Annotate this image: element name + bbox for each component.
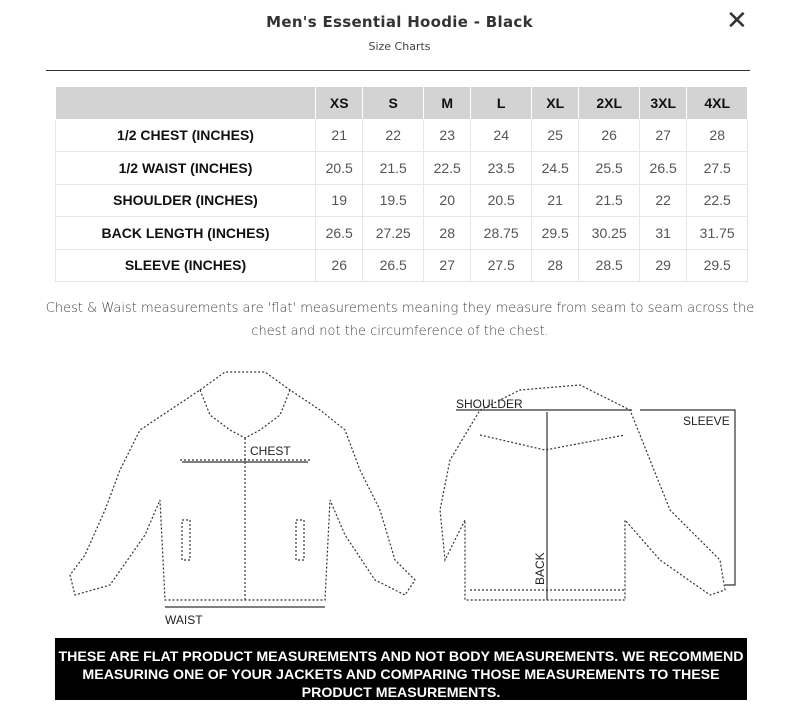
size-header: 4XL <box>686 86 748 120</box>
table-cell: 20.5 <box>314 151 364 185</box>
table-cell: 26.5 <box>362 248 424 282</box>
table-cell: 28 <box>686 118 748 152</box>
row-label: SLEEVE (INCHES) <box>55 248 316 282</box>
row-label: BACK LENGTH (INCHES) <box>55 216 316 250</box>
table-row: SHOULDER (INCHES) 19 19.5 20 20.5 21 21.5 22 22.… <box>55 183 748 217</box>
table-cell: 29.5 <box>686 248 748 282</box>
table-cell: 24.5 <box>530 151 580 185</box>
table-cell: 26.5 <box>638 151 688 185</box>
table-row: SLEEVE (INCHES) 26 26.5 27 27.5 28 28.5 29 29.5 <box>55 248 748 282</box>
size-header: XS <box>314 86 364 120</box>
size-chart-table: XS S M L XL 2XL 3XL 4XL 1/2 CHEST (INCHES) 21 22 2… <box>55 86 748 282</box>
sleeve-label: SLEEVE <box>683 414 730 428</box>
back-label: BACK <box>533 552 547 585</box>
table-cell: 28.75 <box>470 216 532 250</box>
table-cell: 30.25 <box>578 216 640 250</box>
size-header: 2XL <box>578 86 640 120</box>
table-cell: 28.5 <box>578 248 640 282</box>
table-cell: 22.5 <box>422 151 472 185</box>
table-cell: 19.5 <box>362 183 424 217</box>
front-jacket-drawing <box>69 371 416 601</box>
table-cell: 22 <box>362 118 424 152</box>
table-cell: 21.5 <box>578 183 640 217</box>
table-cell: 27 <box>638 118 688 152</box>
table-cell: 26.5 <box>314 216 364 250</box>
table-cell: 29 <box>638 248 688 282</box>
table-cell: 28 <box>530 248 580 282</box>
measurement-note: Chest & Waist measurements are 'flat' me… <box>45 301 755 339</box>
sleeve-arrow <box>640 409 736 586</box>
header-blank <box>55 86 316 120</box>
table-cell: 25 <box>530 118 580 152</box>
size-header: S <box>362 86 424 120</box>
row-label: 1/2 CHEST (INCHES) <box>55 118 316 152</box>
chest-label: CHEST <box>250 444 291 458</box>
table-cell: 27.25 <box>362 216 424 250</box>
size-header: XL <box>530 86 580 120</box>
row-label: 1/2 WAIST (INCHES) <box>55 151 316 185</box>
table-cell: 28 <box>422 216 472 250</box>
table-cell: 22.5 <box>686 183 748 217</box>
table-cell: 27.5 <box>686 151 748 185</box>
size-header: L <box>470 86 532 120</box>
table-cell: 19 <box>314 183 364 217</box>
table-cell: 27 <box>422 248 472 282</box>
table-cell: 27.5 <box>470 248 532 282</box>
table-row: 1/2 CHEST (INCHES) 21 22 23 24 25 26 27 28 <box>55 118 748 152</box>
page-title: Men's Essential Hoodie - Black <box>266 13 533 31</box>
table-cell: 23.5 <box>470 151 532 185</box>
table-cell: 21 <box>314 118 364 152</box>
disclaimer-banner: THESE ARE FLAT PRODUCT MEASUREMENTS AND … <box>55 638 747 701</box>
table-cell: 21.5 <box>362 151 424 185</box>
table-cell: 20 <box>422 183 472 217</box>
table-cell: 22 <box>638 183 688 217</box>
table-cell: 26 <box>314 248 364 282</box>
table-cell: 21 <box>530 183 580 217</box>
close-icon[interactable]: ✕ <box>726 6 748 36</box>
size-header: M <box>422 86 472 120</box>
shoulder-label: SHOULDER <box>456 397 523 411</box>
page-subtitle: Size Charts <box>368 40 431 53</box>
table-cell: 24 <box>470 118 532 152</box>
table-cell: 26 <box>578 118 640 152</box>
table-cell: 25.5 <box>578 151 640 185</box>
table-cell: 23 <box>422 118 472 152</box>
table-cell: 31 <box>638 216 688 250</box>
table-header-row: XS S M L XL 2XL 3XL 4XL <box>55 86 748 120</box>
table-row: BACK LENGTH (INCHES) 26.5 27.25 28 28.75 29.5… <box>55 216 748 250</box>
row-label: SHOULDER (INCHES) <box>55 183 316 217</box>
jacket-diagram: CHEST WAIST SHOULDER SLEEVE BACK <box>69 371 736 627</box>
divider <box>46 70 750 71</box>
table-cell: 31.75 <box>686 216 748 250</box>
table-row: 1/2 WAIST (INCHES) 20.5 21.5 22.5 23.5 24.5 25… <box>55 151 748 185</box>
table-cell: 29.5 <box>530 216 580 250</box>
waist-label: WAIST <box>165 613 203 627</box>
size-header: 3XL <box>638 86 688 120</box>
table-cell: 20.5 <box>470 183 532 217</box>
